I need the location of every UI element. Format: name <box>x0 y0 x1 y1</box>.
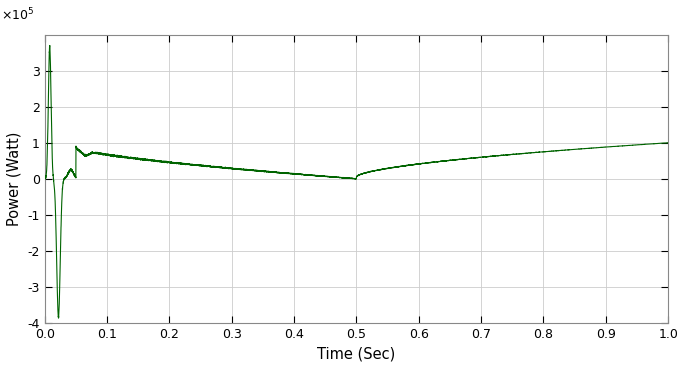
Text: $\times10^5$: $\times10^5$ <box>1 7 34 24</box>
X-axis label: Time (Sec): Time (Sec) <box>317 346 395 361</box>
Y-axis label: Power (Watt): Power (Watt) <box>7 132 22 226</box>
